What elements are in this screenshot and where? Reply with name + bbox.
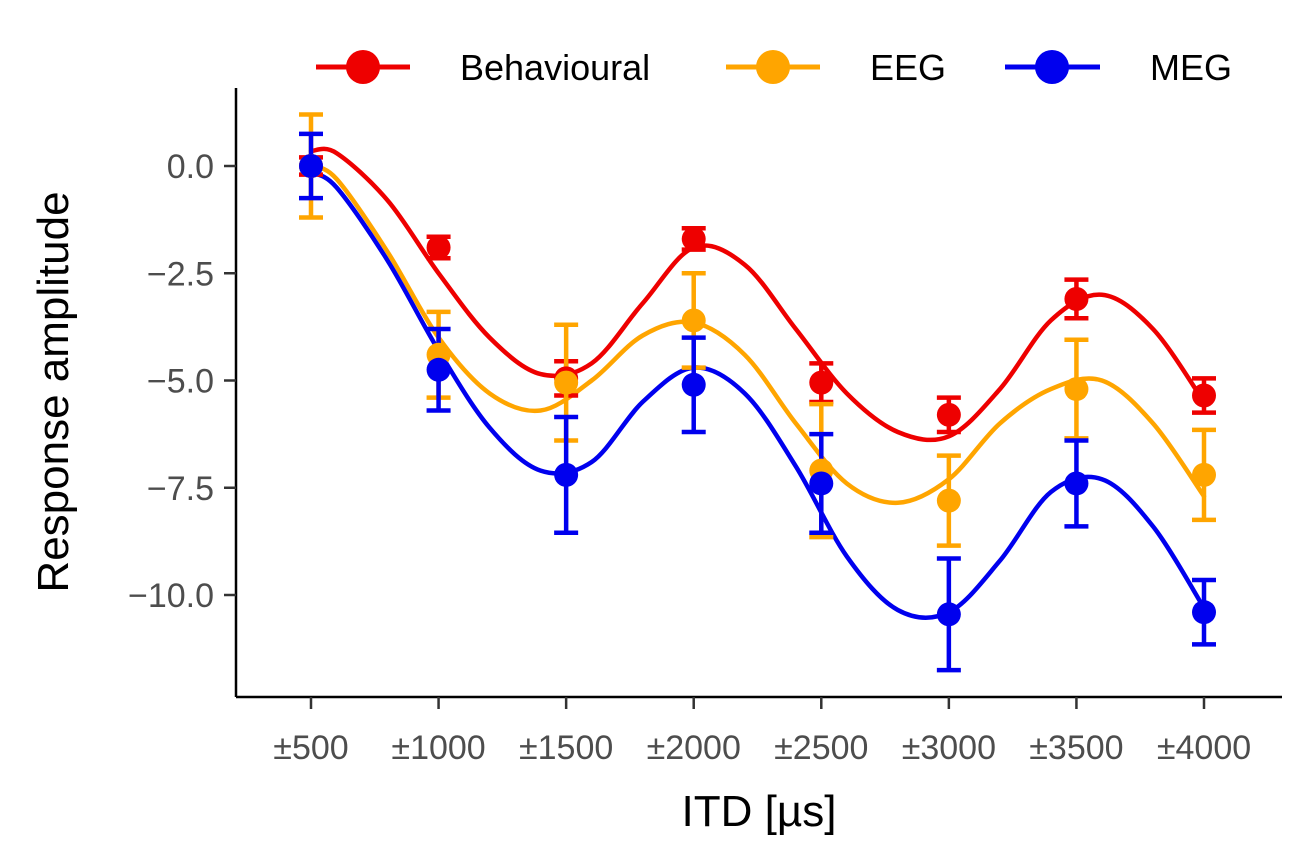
- y-axis-title: Response amplitude: [29, 191, 78, 592]
- legend-marker-behavioural: [346, 50, 380, 84]
- legend-item-eeg: EEG: [726, 47, 946, 88]
- data-point-meg: [1192, 600, 1216, 625]
- legend-item-meg: MEG: [1005, 47, 1232, 88]
- legend: Behavioural EEG MEG: [316, 47, 1232, 88]
- y-tick-label: −10.0: [128, 577, 214, 615]
- data-point-behavioural: [681, 226, 706, 251]
- data-point-meg: [1064, 471, 1089, 496]
- y-ticks: 0.0 −2.5 −5.0 −7.5 −10.0: [128, 148, 236, 615]
- legend-label-eeg: EEG: [870, 47, 946, 88]
- fit-curve-behavioural: [308, 146, 1207, 443]
- data-point-behavioural: [1064, 286, 1089, 311]
- data-point-behavioural: [809, 370, 834, 395]
- data-point-meg: [554, 462, 579, 487]
- y-tick-label: −2.5: [147, 255, 214, 293]
- data-point-meg: [299, 154, 323, 178]
- x-ticks: ±500 ±1000 ±1500 ±2000 ±2500 ±3000 ±3500 ±4000: [273, 697, 1251, 767]
- y-tick-label: 0.0: [167, 148, 214, 186]
- legend-marker-eeg: [756, 50, 790, 84]
- x-tick-label: ±1500: [519, 729, 613, 767]
- data-point-meg: [936, 602, 961, 627]
- legend-item-behavioural: Behavioural: [316, 47, 650, 88]
- x-tick-label: ±3500: [1029, 729, 1123, 767]
- data-point-behavioural: [1192, 383, 1216, 408]
- data-point-meg: [426, 357, 451, 382]
- legend-label-meg: MEG: [1150, 47, 1232, 88]
- data-point-behavioural: [426, 235, 451, 260]
- x-tick-label: ±500: [273, 729, 348, 767]
- data-point-eeg: [1192, 462, 1216, 487]
- data-point-eeg: [554, 370, 579, 395]
- data-point-behavioural: [936, 402, 961, 427]
- legend-label-behavioural: Behavioural: [460, 47, 650, 88]
- fit-curve-eeg: [308, 163, 1207, 506]
- data-points: [299, 154, 1216, 627]
- data-point-meg: [681, 372, 706, 397]
- data-point-eeg: [681, 308, 706, 333]
- data-point-meg: [809, 471, 834, 496]
- data-point-eeg: [1064, 377, 1089, 402]
- x-tick-label: ±1000: [391, 729, 485, 767]
- data-point-eeg: [936, 488, 961, 513]
- x-tick-label: ±4000: [1157, 729, 1251, 767]
- x-tick-label: ±3000: [902, 729, 996, 767]
- x-tick-label: ±2500: [774, 729, 868, 767]
- legend-marker-meg: [1035, 50, 1069, 84]
- x-tick-label: ±2000: [647, 729, 741, 767]
- y-tick-label: −7.5: [147, 470, 214, 508]
- x-axis-title: ITD [µs]: [682, 787, 837, 836]
- y-tick-label: −5.0: [147, 363, 214, 401]
